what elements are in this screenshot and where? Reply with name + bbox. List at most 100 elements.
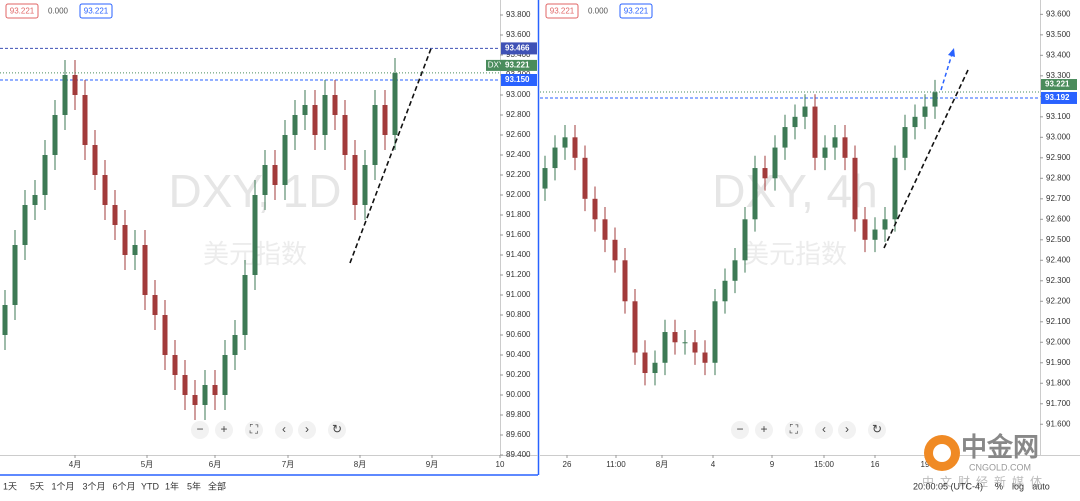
y-tick-label: 92.400 [1046,255,1071,264]
zoom-button[interactable]: ‹ [275,421,293,439]
scale-option[interactable]: log [1012,481,1024,491]
y-tick-label: 92.600 [1046,214,1071,223]
range-button[interactable]: YTD [141,481,160,491]
zoom-button-icon[interactable]: ‹ [282,422,286,436]
y-tick-label: 91.600 [506,230,531,239]
y-tick-label: 92.000 [1046,337,1071,346]
watermark: 美元指数 [743,239,847,269]
zoom-button-icon[interactable]: ↻ [872,422,882,436]
zoom-button-icon[interactable]: › [305,422,309,436]
candle-body [262,165,268,195]
x-tick-label: 4月 [69,460,81,469]
zoom-button-icon[interactable]: + [760,422,767,436]
zoom-button-icon[interactable]: ‹ [822,422,826,436]
scale-option[interactable]: % [995,481,1003,491]
zoom-button[interactable]: ⛶ [785,421,803,439]
x-tick-label: 11:00 [606,460,626,469]
candle-body [272,165,278,185]
zoom-button-icon[interactable]: + [220,422,227,436]
zoom-button[interactable]: ↻ [328,421,346,439]
x-tick-label: 4 [711,460,716,469]
range-button[interactable]: 3个月 [82,481,105,491]
zoom-button-bg[interactable] [245,421,263,439]
range-button[interactable]: 1年 [165,480,179,491]
candle-body [192,395,198,405]
candle-body [202,385,208,405]
range-button[interactable]: 5年 [187,480,201,491]
last-price-label: 93.221 [1045,80,1070,89]
x-tick-label: 15:00 [814,460,835,469]
zoom-button-bg[interactable] [191,421,209,439]
candle-body [542,168,548,189]
zoom-button-icon[interactable]: ⛶ [249,422,259,436]
y-tick-label: 91.900 [1046,358,1071,367]
zoom-button[interactable]: ⛶ [245,421,263,439]
zoom-button-icon[interactable]: ⛶ [789,422,799,436]
zoom-button-bg[interactable] [328,421,346,439]
candle-body [352,155,358,205]
y-tick-label: 93.100 [1046,112,1071,121]
zoom-button-bg[interactable] [815,421,833,439]
zoom-button[interactable]: − [191,421,209,439]
zoom-button[interactable]: − [731,421,749,439]
zoom-button-icon[interactable]: ↻ [332,422,342,436]
candle-body [52,115,58,155]
logo: 中金网 CNGOLD.COM 中文财经新媒体 [922,432,1042,489]
zoom-button-icon[interactable]: › [845,422,849,436]
zoom-button[interactable]: ↻ [868,421,886,439]
zoom-button[interactable]: ‹ [815,421,833,439]
y-tick-label: 90.800 [506,310,531,319]
zoom-button[interactable]: + [755,421,773,439]
price-label-box [501,42,537,55]
range-button[interactable]: 6个月 [112,481,135,491]
candle-body [782,127,788,148]
y-tick-label: 91.800 [1046,378,1071,387]
logo-name: 中金网 [961,432,1039,462]
y-tick-label: 92.700 [1046,194,1071,203]
zoom-button-bg[interactable] [868,421,886,439]
zoom-button-icon[interactable]: − [196,422,203,436]
zoom-button-bg[interactable] [731,421,749,439]
candle-body [902,127,908,158]
range-button[interactable]: 5天 [30,481,44,491]
zoom-button-bg[interactable] [755,421,773,439]
y-tick-label: 92.000 [506,190,531,199]
candle-body [382,105,388,135]
candle-body [722,280,728,302]
zoom-button-icon[interactable]: − [736,422,743,436]
range-button[interactable]: 1个月 [51,481,74,491]
candle-body [372,105,378,165]
watermark: DXY, 4h [712,165,877,217]
candle-body [282,135,288,185]
candle-body [822,147,828,158]
candle-body [812,106,818,158]
candle-body [252,195,258,275]
zoom-button-bg[interactable] [298,421,316,439]
range-button[interactable]: 1天 [3,481,17,491]
zoom-button[interactable]: + [215,421,233,439]
x-tick-label: 26 [563,460,572,469]
range-button[interactable]: 全部 [208,480,226,491]
candle-body [592,198,598,220]
zoom-button-bg[interactable] [275,421,293,439]
zoom-button-bg[interactable] [785,421,803,439]
candle-body [602,219,608,240]
candle-body [112,205,118,225]
legend-value: 93.221 [10,7,35,16]
candle-body [852,157,858,220]
candle-body [312,105,318,135]
scale-option[interactable]: auto [1032,481,1050,491]
trend-line [349,45,433,264]
price-label: 93.150 [505,75,530,84]
zoom-button-bg[interactable] [215,421,233,439]
y-tick-label: 93.800 [506,10,531,19]
candle-body [552,147,558,169]
legend-box [545,3,579,19]
candle-body [652,362,658,374]
zoom-button-bg[interactable] [838,421,856,439]
candle-body [922,106,928,117]
zoom-button[interactable]: › [298,421,316,439]
zoom-button[interactable]: › [838,421,856,439]
